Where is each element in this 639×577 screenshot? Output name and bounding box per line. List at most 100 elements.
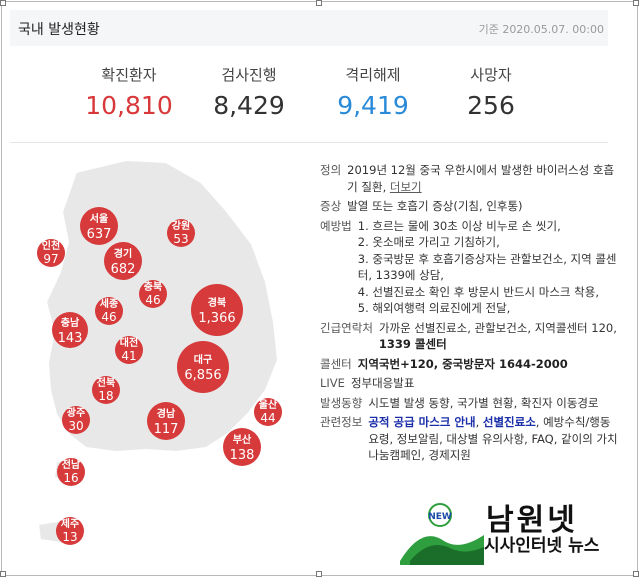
stat-released: 격리해제 9,419	[308, 64, 438, 120]
resize-handle[interactable]	[0, 0, 6, 6]
region-count: 6,856	[184, 368, 221, 383]
prevention-item: 4. 선별진료소 확인 후 방문시 반드시 마스크 착용,	[357, 284, 599, 299]
region-bubble-circle	[52, 312, 88, 348]
watermark-title: 남원넷	[486, 503, 578, 538]
region-bubble[interactable]: 경남 117	[147, 402, 185, 440]
stat-value: 9,419	[337, 91, 409, 120]
stat-confirmed: 확진환자 10,810	[64, 64, 194, 120]
emergency-text: 가까운 선별진료소, 관할보건소, 지역콜센터 120,	[378, 320, 617, 335]
region-name: 경북	[208, 296, 226, 309]
trend-links[interactable]: 시도별 발생 동향, 국가별 현황, 확진자 이동경로	[368, 395, 599, 410]
stat-testing: 검사진행 8,429	[184, 64, 314, 120]
callcenter-text: 지역국번+120, 중국방문자 1644-2000	[357, 356, 568, 371]
stat-deaths: 사망자 256	[426, 64, 556, 120]
watermark-logo-icon: NEW	[400, 503, 484, 565]
prevention-item: 1. 흐르는 물에 30초 이상 비누로 손 씻기,	[357, 218, 561, 233]
region-name: 세종	[100, 297, 118, 310]
definition-text: 2019년 12월 중국 우한시에서 발생한 바이러스성 호흡기 질환,	[347, 163, 615, 194]
info-key: 발생동향	[320, 395, 363, 410]
region-bubble-circle	[177, 341, 229, 393]
region-count: 637	[87, 227, 112, 242]
region-name: 광주	[67, 407, 85, 419]
resize-handle[interactable]	[0, 571, 6, 577]
info-trend: 발생동향 시도별 발생 동향, 국가별 현황, 확진자 이동경로	[320, 395, 620, 412]
region-bubble-circle	[167, 219, 195, 247]
region-name: 전북	[97, 376, 115, 389]
region-count: 46	[145, 293, 160, 307]
stat-label: 사망자	[470, 66, 512, 84]
info-live: LIVE 정부대응발표	[320, 375, 620, 392]
region-bubble-circle	[57, 458, 85, 486]
region-name: 인천	[42, 239, 60, 252]
region-bubble-circle	[147, 402, 185, 440]
region-bubble[interactable]: 대구 6,856	[177, 341, 229, 393]
region-bubble[interactable]: 부산 138	[223, 428, 261, 466]
region-name: 경기	[114, 247, 132, 260]
region-bubble[interactable]: 서울 637	[80, 207, 118, 245]
region-name: 전남	[62, 458, 81, 471]
summary-stats: 확진환자 10,810 검사진행 8,429 격리해제 9,419 사망자 25…	[10, 54, 608, 143]
region-count: 138	[230, 448, 255, 463]
mask-info-link[interactable]: 공적 공급 마스크 안내	[368, 415, 476, 429]
live-link[interactable]: 정부대응발표	[350, 376, 415, 390]
region-name: 울산	[259, 398, 278, 411]
region-bubble-circle	[37, 239, 65, 267]
info-related: 관련정보 공적 공급 마스크 안내, 선별진료소, 예방수칙/행동요령, 정보알…	[320, 414, 620, 464]
region-bubble-circle	[223, 428, 261, 466]
info-key: 정의	[320, 163, 342, 177]
korea-land	[36, 158, 280, 546]
region-bubble[interactable]: 경기 682	[104, 242, 142, 280]
panel-header: 국내 발생현황 기준 2020.05.07. 00:00	[10, 10, 608, 46]
info-key: 증상	[320, 199, 342, 213]
region-count: 46	[101, 310, 116, 324]
info-key: LIVE	[320, 376, 345, 390]
info-panel: 정의 2019년 12월 중국 우한시에서 발생한 바이러스성 호흡기 질환, …	[320, 162, 620, 467]
resize-handle[interactable]	[633, 571, 639, 577]
region-bubble-circle	[104, 242, 142, 280]
region-count: 97	[43, 252, 58, 266]
region-bubble[interactable]: 경북 1,366	[191, 284, 243, 336]
region-bubble-circle	[92, 376, 120, 404]
screening-clinic-link[interactable]: 선별진료소	[482, 415, 536, 429]
prevention-item: 2. 옷소매로 가리고 기침하기,	[357, 235, 500, 249]
related-links[interactable]: , 예방수칙/행동요령, 정보알림, 대상별 유의사항, FAQ, 같이의 가치…	[368, 415, 618, 462]
region-name: 강원	[172, 219, 190, 232]
related-separator: ,	[475, 415, 480, 429]
info-definition: 정의 2019년 12월 중국 우한시에서 발생한 바이러스성 호흡기 질환, …	[320, 162, 620, 195]
more-link[interactable]: 더보기	[389, 179, 422, 194]
region-count: 44	[260, 411, 275, 425]
resize-handle[interactable]	[316, 571, 322, 577]
region-bubble-circle	[115, 336, 143, 364]
resize-handle[interactable]	[316, 0, 322, 6]
prevention-item: 3. 중국방문 후 호흡기증상자는 관할보건소, 지역 콜센터, 1339에 상…	[357, 251, 617, 283]
region-count: 143	[58, 331, 83, 346]
symptom-text: 발열 또는 호흡기 증상(기침, 인후통)	[347, 199, 523, 213]
prevention-item: 5. 해외여행력 의료진에게 전달,	[357, 301, 511, 315]
stat-label: 확진환자	[101, 66, 157, 84]
info-key: 예방법	[320, 218, 352, 233]
resize-handle[interactable]	[633, 0, 639, 6]
region-name: 대전	[120, 336, 138, 349]
region-bubble-circle	[95, 297, 123, 325]
emergency-callcenter: 1339 콜센터	[378, 337, 447, 351]
region-bubble-circle	[191, 284, 243, 336]
region-count: 13	[62, 530, 77, 544]
info-key: 긴급연락처	[320, 320, 373, 335]
region-count: 53	[173, 232, 188, 246]
region-name: 충북	[144, 280, 162, 293]
info-key: 콜센터	[320, 356, 352, 371]
region-bubble[interactable]: 충남 143	[52, 312, 88, 348]
